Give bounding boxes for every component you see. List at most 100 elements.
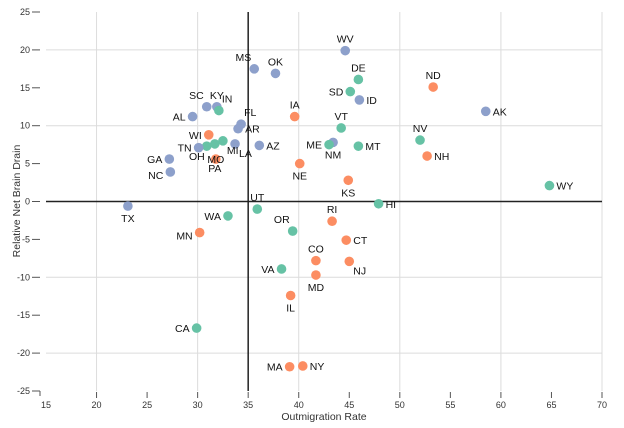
data-point-ma	[284, 361, 295, 372]
data-point-wy	[544, 180, 555, 191]
data-point-ut	[252, 204, 263, 214]
point-label-sc: SC	[189, 90, 204, 102]
point-label-il: IL	[286, 302, 295, 314]
point-label-az: AZ	[266, 140, 280, 152]
data-point-de	[353, 74, 364, 85]
reference-lines	[46, 12, 602, 391]
point-label-ga: GA	[147, 154, 162, 166]
data-point-ks	[343, 175, 354, 186]
point-label-tx: TX	[121, 213, 134, 225]
data-point-ne	[294, 158, 305, 169]
data-point-mo	[211, 154, 221, 164]
data-point-vt	[336, 123, 346, 133]
point-label-md: MD	[308, 282, 325, 294]
data-point-hi	[373, 198, 384, 209]
data-point-mi	[218, 136, 228, 146]
data-point-ct	[341, 235, 352, 245]
data-point-ga	[164, 154, 175, 164]
data-point-il	[285, 290, 296, 301]
point-label-ak: AK	[493, 106, 507, 118]
point-label-ms: MS	[235, 52, 251, 64]
data-point-me	[324, 139, 334, 150]
data-point-nd	[428, 82, 438, 92]
point-label-ct: CT	[353, 235, 368, 247]
y-tick-label: 0	[25, 197, 30, 207]
data-point-ms	[249, 64, 260, 74]
data-point-tx	[123, 201, 133, 211]
x-tick-label: 25	[142, 400, 152, 410]
point-label-vt: VT	[334, 111, 348, 123]
data-point-wv	[340, 45, 351, 56]
x-tick-label: 40	[294, 400, 304, 410]
data-point-ok	[270, 68, 281, 79]
point-label-de: DE	[351, 62, 366, 74]
data-points	[123, 45, 555, 372]
data-point-nc	[165, 167, 176, 177]
data-point-mt	[353, 141, 364, 151]
y-tick-label: -5	[22, 234, 30, 244]
data-point-nj	[344, 256, 355, 267]
point-label-ca: CA	[175, 323, 190, 335]
data-point-az	[254, 140, 265, 151]
point-label-nh: NH	[434, 151, 449, 163]
point-label-id: ID	[366, 95, 377, 107]
data-point-nv	[415, 135, 425, 145]
point-label-or: OR	[274, 214, 290, 226]
x-tick-label: 45	[344, 400, 354, 410]
data-point-ny	[297, 361, 308, 371]
y-tick-label: 25	[20, 7, 30, 17]
x-tick-label: 55	[445, 400, 455, 410]
point-label-hi: HI	[386, 199, 397, 211]
data-point-va	[276, 264, 287, 274]
point-label-nd: ND	[426, 70, 442, 82]
y-tick-label: 20	[20, 45, 30, 55]
x-tick-label: 35	[243, 400, 253, 410]
point-label-pa: PA	[208, 163, 221, 175]
y-tick-label: 10	[20, 121, 30, 131]
point-label-ny: NY	[310, 361, 325, 373]
point-label-ar: AR	[245, 124, 260, 136]
data-point-sc	[201, 101, 212, 112]
y-tick-label: -20	[17, 348, 30, 358]
point-label-mo: MO	[207, 154, 224, 166]
data-point-id	[354, 95, 365, 105]
data-point-ia	[289, 111, 300, 122]
x-tick-label: 60	[496, 400, 506, 410]
x-tick-label: 70	[597, 400, 607, 410]
point-label-al: AL	[173, 112, 186, 124]
point-label-mt: MT	[365, 141, 381, 153]
point-label-wy: WY	[556, 181, 573, 193]
x-tick-label: 20	[92, 400, 102, 410]
point-label-fl: FL	[244, 107, 256, 119]
data-point-mn	[194, 227, 205, 238]
point-label-tn: TN	[178, 143, 192, 155]
y-tick-label: -15	[17, 310, 30, 320]
point-label-ne: NE	[292, 171, 307, 183]
y-tick-label: -10	[17, 272, 30, 282]
data-point-or	[287, 226, 298, 236]
data-point-md	[311, 270, 321, 280]
data-point-wa	[223, 211, 233, 221]
x-axis-title: Outmigration Rate	[281, 411, 366, 423]
x-tick-label: 15	[41, 400, 51, 410]
point-label-nv: NV	[413, 123, 428, 135]
point-label-co: CO	[308, 244, 324, 256]
x-tick-label: 30	[193, 400, 203, 410]
point-label-nc: NC	[148, 170, 164, 182]
y-tick-label: -25	[17, 386, 30, 396]
point-label-oh: OH	[189, 151, 205, 163]
data-point-la	[230, 139, 240, 149]
data-point-oh	[201, 141, 212, 151]
point-label-ok: OK	[268, 56, 283, 68]
data-point-ri	[327, 216, 337, 227]
point-label-va: VA	[261, 264, 274, 276]
data-point-sd	[345, 86, 356, 97]
data-point-wi	[203, 129, 214, 140]
data-point-ca	[191, 323, 202, 333]
point-label-ut: UT	[250, 192, 265, 204]
point-label-wi: WI	[189, 130, 202, 142]
x-tick-label: 65	[546, 400, 556, 410]
data-point-ar	[233, 123, 243, 134]
